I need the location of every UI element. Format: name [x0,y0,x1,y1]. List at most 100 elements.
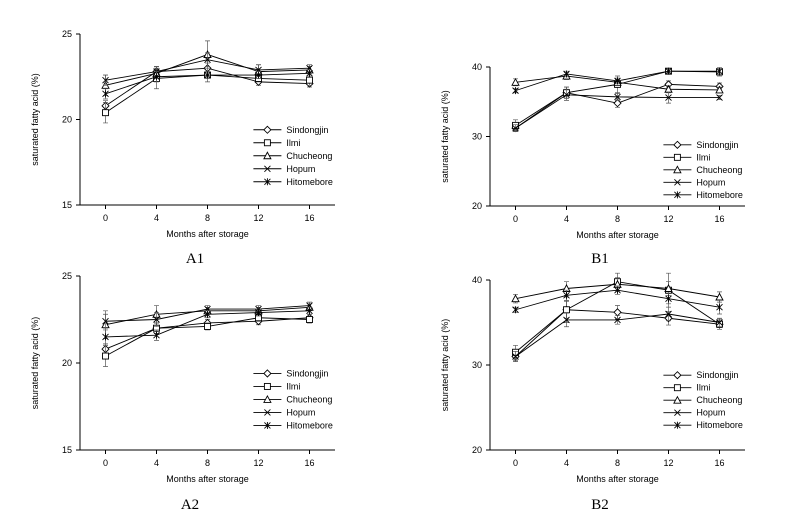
legend-marker-sindongjin [673,371,682,380]
x-tick-label: 0 [103,458,108,468]
x-tick-label: 16 [714,214,724,224]
legend-label-hitomebore: Hitomebore [286,420,333,430]
point-hitomebore [306,69,313,77]
point-hopum [512,353,519,360]
legend-label-hitomebore: Hitomebore [286,177,333,187]
legend-marker-ilmi [263,382,271,390]
y-tick-label: 40 [472,62,482,72]
legend-label-chucheong: Chucheong [696,395,742,405]
legend-label-hopum: Hopum [696,408,725,418]
point-hitomebore [563,291,570,299]
x-tick-label: 12 [663,214,673,224]
point-hopum [153,316,160,323]
legend-label-chucheong: Chucheong [286,151,332,161]
legend-marker-hitomebore [264,178,271,186]
point-hitomebore [512,87,519,95]
legend-marker-ilmi [263,139,271,147]
point-hitomebore [665,295,672,303]
point-hopum [204,56,211,63]
y-axis-title: saturated fatty acid (%) [440,319,450,412]
chart-b1: 20 30 40 0 4 8 12 16 Months after storage saturat… [440,62,745,240]
panel-label-b2: B2 [591,497,609,513]
point-hitomebore [716,67,723,75]
legend-marker-sindongjin [263,125,272,134]
x-axis-title: Months after storage [166,474,249,484]
legend-marker-ilmi [673,153,681,161]
x-tick-label: 8 [615,214,620,224]
legend-marker-hitomebore [264,421,271,429]
y-tick-label: 15 [62,200,72,210]
legend-marker-ilmi [673,384,681,392]
y-tick-label: 15 [62,445,72,455]
point-hitomebore [255,309,262,317]
x-tick-label: 8 [615,458,620,468]
point-sindongjin [613,99,622,108]
point-chucheong [664,284,673,292]
x-tick-label: 16 [304,213,314,223]
legend-marker-hopum [674,409,681,417]
legend-label-chucheong: Chucheong [286,394,332,404]
legend-marker-hopum [674,179,681,186]
point-hitomebore [716,303,723,311]
legend-label-ilmi: Ilmi [286,138,300,148]
chart-a2: 15 20 25 0 4 8 12 16 Months after storage saturat… [30,271,335,484]
legend-marker-hopum [264,165,271,173]
legend-label-hopum: Hopum [696,177,725,187]
y-tick-label: 25 [62,271,72,281]
point-sindongjin [613,308,622,317]
point-hopum [512,124,519,132]
point-hitomebore [255,71,262,79]
point-hitomebore [665,67,672,75]
legend-label-ilmi: Ilmi [696,383,710,393]
point-chucheong [511,77,520,86]
point-hitomebore [153,73,160,81]
legend-marker-chucheong [263,151,272,160]
legend-label-chucheong: Chucheong [696,165,742,175]
legend-marker-sindongjin [673,140,682,149]
point-ilmi [102,109,109,117]
y-tick-label: 30 [472,360,482,370]
point-hopum [614,316,621,324]
x-tick-label: 12 [253,458,263,468]
x-axis-title: Months after storage [166,229,249,239]
point-hopum [102,317,109,325]
x-tick-label: 8 [205,213,210,223]
y-tick-label: 25 [62,29,72,39]
point-hitomebore [102,90,109,98]
x-tick-label: 0 [513,214,518,224]
chart-b2: 20 30 40 0 4 8 12 16 Months after storage saturat… [440,272,745,484]
x-tick-label: 4 [564,214,569,224]
x-axis-title: Months after storage [576,474,659,484]
chart-a1: 15 20 25 0 4 8 12 16 Months after storage saturat… [30,29,335,239]
x-tick-label: 12 [663,458,673,468]
point-chucheong [511,294,520,303]
y-axis-title: saturated fatty acid (%) [30,73,40,166]
point-hopum [716,319,723,326]
x-tick-label: 4 [154,213,159,223]
x-tick-label: 8 [205,458,210,468]
point-hitomebore [102,333,109,341]
y-tick-label: 20 [62,115,72,125]
point-hitomebore [204,310,211,318]
y-tick-label: 30 [472,132,482,142]
point-hopum [563,91,570,99]
point-hopum [614,93,621,101]
legend-label-sindongjin: Sindongjin [696,140,738,150]
x-tick-label: 4 [564,458,569,468]
x-tick-label: 12 [253,213,263,223]
x-tick-label: 16 [714,458,724,468]
legend-marker-chucheong [673,165,682,174]
legend-marker-hitomebore [674,191,681,199]
point-chucheong [715,85,724,94]
panel-label-a2: A2 [181,497,199,513]
legend-label-hitomebore: Hitomebore [696,420,743,430]
point-hopum [665,94,672,101]
point-hitomebore [153,331,160,339]
point-hitomebore [512,306,519,314]
point-ilmi [306,76,313,84]
point-ilmi [204,323,211,330]
legend-label-ilmi: Ilmi [286,381,300,391]
point-hitomebore [306,307,313,315]
y-axis-title: saturated fatty acid (%) [30,317,40,410]
